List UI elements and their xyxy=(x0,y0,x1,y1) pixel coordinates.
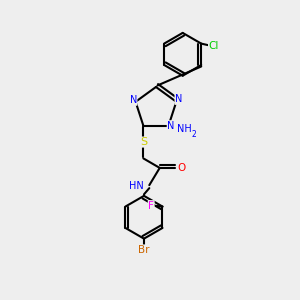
Text: O: O xyxy=(177,163,185,173)
Text: N: N xyxy=(175,94,182,104)
Text: N: N xyxy=(130,95,137,105)
Text: Br: Br xyxy=(138,245,150,255)
Text: N: N xyxy=(167,121,175,131)
Text: S: S xyxy=(140,137,147,147)
Text: HN: HN xyxy=(130,181,144,191)
Text: F: F xyxy=(148,201,154,211)
Text: NH: NH xyxy=(178,124,192,134)
Text: 2: 2 xyxy=(191,130,196,139)
Text: Cl: Cl xyxy=(208,41,219,51)
